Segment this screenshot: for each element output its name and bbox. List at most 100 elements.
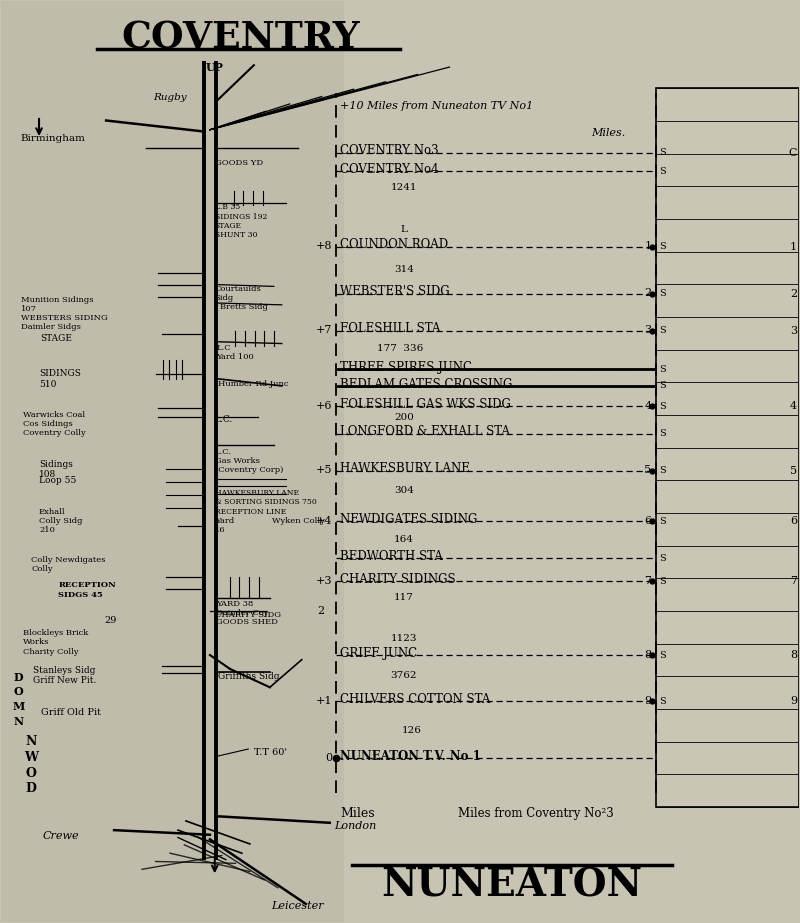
Text: 304: 304 (394, 486, 414, 496)
Text: 9: 9 (645, 696, 651, 706)
Text: Colly Newdigates
Colly: Colly Newdigates Colly (31, 556, 106, 572)
Text: COUNDON ROAD: COUNDON ROAD (340, 238, 448, 251)
Text: +3: +3 (316, 576, 332, 586)
Text: HAWKESBURY LANE: HAWKESBURY LANE (340, 462, 470, 475)
Text: GOODS YD: GOODS YD (214, 159, 263, 167)
Text: O: O (14, 687, 23, 698)
Text: 5: 5 (645, 465, 651, 475)
Text: Leicester: Leicester (271, 901, 324, 911)
Text: S: S (659, 326, 666, 335)
Text: Crewe: Crewe (42, 832, 79, 841)
Text: +6: +6 (316, 401, 332, 411)
Text: 29: 29 (105, 617, 117, 625)
Text: 1241: 1241 (390, 184, 418, 192)
Text: 314: 314 (394, 265, 414, 274)
Text: 8: 8 (790, 650, 797, 660)
Text: C: C (789, 148, 797, 158)
Text: L.B 35
SIDINGS 192
STAGE
SHUNT 30: L.B 35 SIDINGS 192 STAGE SHUNT 30 (214, 203, 267, 239)
Text: S: S (659, 365, 666, 374)
Text: +7: +7 (316, 325, 332, 335)
Text: RECEPTION
SIDGS 45: RECEPTION SIDGS 45 (58, 581, 116, 598)
Text: Blockleys Brick
Works
Charity Colly: Blockleys Brick Works Charity Colly (23, 629, 89, 655)
Text: Warwicks Coal
Cos Sidings
Coventry Colly: Warwicks Coal Cos Sidings Coventry Colly (23, 411, 86, 438)
Text: +10 Miles from Nuneaton TV No1: +10 Miles from Nuneaton TV No1 (340, 101, 534, 111)
Text: BEDWORTH STA: BEDWORTH STA (340, 550, 443, 563)
Text: +4: +4 (316, 516, 332, 526)
Text: 4: 4 (645, 401, 651, 411)
Text: NUNEATON: NUNEATON (382, 867, 642, 905)
Bar (655, 89, 799, 807)
Text: 200: 200 (394, 413, 414, 422)
Text: COVENTRY: COVENTRY (121, 19, 359, 56)
Text: D: D (26, 782, 37, 796)
Text: S: S (659, 697, 666, 705)
Text: 5: 5 (790, 466, 797, 475)
Text: NUNEATON T.V. No 1: NUNEATON T.V. No 1 (340, 749, 481, 763)
Text: L: L (401, 225, 407, 234)
Text: 4: 4 (790, 402, 797, 412)
Text: 2: 2 (790, 289, 797, 299)
Text: L.C
Yard 100: L.C Yard 100 (216, 343, 254, 361)
Text: 117: 117 (394, 593, 414, 603)
Text: 126: 126 (402, 726, 422, 735)
Text: Miles.: Miles. (592, 128, 626, 138)
Text: COVENTRY No3: COVENTRY No3 (340, 144, 438, 157)
Text: S: S (659, 466, 666, 475)
Text: LONGFORD & EXHALL STA: LONGFORD & EXHALL STA (340, 426, 510, 438)
Text: 6: 6 (790, 516, 797, 526)
Text: 3: 3 (790, 326, 797, 336)
Text: S: S (659, 517, 666, 526)
Text: Birmingham: Birmingham (21, 135, 86, 143)
Text: 3762: 3762 (390, 671, 418, 680)
Text: Griffiths Sidg: Griffiths Sidg (218, 672, 279, 680)
Text: S: S (659, 402, 666, 411)
Text: Griff Old Pit: Griff Old Pit (41, 709, 101, 717)
Text: Yard
16: Yard 16 (214, 517, 234, 534)
Text: Rugby: Rugby (153, 93, 187, 102)
Text: N: N (14, 716, 23, 727)
Text: Loop 55: Loop 55 (39, 476, 77, 485)
Text: CHARITY SIDG: CHARITY SIDG (214, 611, 281, 618)
Text: S: S (659, 577, 666, 586)
Text: Stanleys Sidg
Griff New Pit.: Stanleys Sidg Griff New Pit. (33, 666, 96, 686)
Text: London: London (334, 821, 376, 831)
Text: 0: 0 (325, 753, 332, 763)
Text: YARD 38
Daimler Coy
GOODS SHED: YARD 38 Daimler Coy GOODS SHED (216, 600, 278, 626)
Text: S: S (659, 429, 666, 438)
Text: FOLESHILL GAS WKS SIDG: FOLESHILL GAS WKS SIDG (340, 398, 511, 411)
Text: M: M (12, 701, 25, 713)
Text: S: S (659, 651, 666, 660)
Text: HAWKESBURY LANE
& SORTING SIDINGS 750
RECEPTION LINE: HAWKESBURY LANE & SORTING SIDINGS 750 RE… (214, 489, 317, 516)
Text: Courtaulds
Sidg: Courtaulds Sidg (214, 284, 262, 302)
Text: Humber Rd Junc: Humber Rd Junc (218, 380, 289, 389)
Text: CHILVERS COTTON STA: CHILVERS COTTON STA (340, 693, 490, 706)
Text: S: S (659, 381, 666, 390)
Text: 1: 1 (790, 242, 797, 252)
Text: +1: +1 (316, 696, 332, 706)
Text: CHARITY SIDINGS: CHARITY SIDINGS (340, 573, 456, 586)
Text: Wyken Colly: Wyken Colly (272, 517, 325, 525)
Text: 2: 2 (645, 288, 651, 298)
Text: L.C.
Gas Works
(Coventry Corp): L.C. Gas Works (Coventry Corp) (214, 448, 283, 474)
Text: NEWDIGATES SIDING: NEWDIGATES SIDING (340, 513, 478, 526)
Text: 1: 1 (645, 242, 651, 251)
Text: S: S (659, 289, 666, 298)
Text: S: S (659, 149, 666, 157)
Text: 8: 8 (645, 650, 651, 660)
Text: D: D (14, 672, 23, 683)
Text: Miles from Coventry No²3: Miles from Coventry No²3 (458, 807, 614, 820)
Text: S: S (659, 167, 666, 175)
Text: 7: 7 (645, 576, 651, 586)
Text: T.T 60': T.T 60' (254, 749, 287, 757)
Text: STAGE: STAGE (41, 334, 73, 343)
Text: UP: UP (206, 62, 224, 73)
Text: +5: +5 (316, 465, 332, 475)
Text: 3: 3 (645, 325, 651, 335)
Text: 2: 2 (317, 605, 324, 616)
Text: FOLESHILL STA: FOLESHILL STA (340, 322, 441, 335)
Text: Bretts Sidg: Bretts Sidg (220, 303, 268, 311)
Text: THREE SPIRES JUNC: THREE SPIRES JUNC (340, 361, 472, 374)
Text: 164: 164 (394, 535, 414, 545)
Text: S: S (659, 554, 666, 563)
Text: +8: +8 (316, 242, 332, 251)
